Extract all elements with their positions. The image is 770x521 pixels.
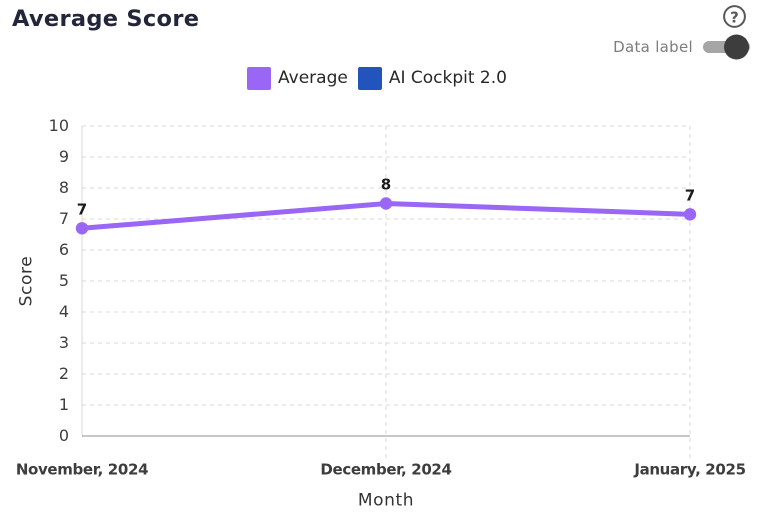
legend-item-average[interactable]: Average xyxy=(247,66,348,90)
data-label-toggle[interactable] xyxy=(703,34,750,59)
y-tick-label: 4 xyxy=(59,302,69,321)
data-point-label: 7 xyxy=(685,186,695,204)
y-tick-label: 3 xyxy=(59,333,69,352)
data-point-label: 7 xyxy=(77,200,87,218)
help-icon[interactable]: ? xyxy=(722,4,747,29)
y-tick-label: 1 xyxy=(59,395,69,414)
chart-legend: Average AI Cockpit 2.0 xyxy=(0,64,762,92)
legend-label: Average xyxy=(278,68,348,88)
legend-swatch xyxy=(357,66,382,90)
y-tick-label: 9 xyxy=(59,147,69,166)
help-icon-glyph: ? xyxy=(730,9,739,27)
x-tick-label: December, 2024 xyxy=(320,461,451,479)
y-tick-label: 0 xyxy=(59,426,69,445)
data-label-toggle-label: Data label xyxy=(613,37,693,56)
data-label-toggle-knob[interactable] xyxy=(723,34,749,59)
data-point-marker[interactable] xyxy=(683,208,697,221)
page-title: Average Score xyxy=(12,6,200,32)
y-axis-title: Score xyxy=(17,256,37,307)
y-tick-label: 7 xyxy=(59,209,69,228)
help-icon-circle xyxy=(723,5,746,28)
y-tick-label: 10 xyxy=(49,116,69,135)
y-tick-label: 5 xyxy=(59,271,69,290)
legend-item-ai-cockpit-2-0[interactable]: AI Cockpit 2.0 xyxy=(357,66,507,90)
data-label-toggle-row: Data label xyxy=(0,34,770,59)
data-point-marker[interactable] xyxy=(379,197,393,210)
legend-label: AI Cockpit 2.0 xyxy=(388,68,507,88)
y-tick-label: 8 xyxy=(59,178,69,197)
x-tick-label: January, 2025 xyxy=(633,461,745,479)
x-axis-title: Month xyxy=(358,491,414,511)
legend-swatch xyxy=(247,66,272,90)
y-tick-label: 2 xyxy=(59,364,69,383)
data-point-label: 8 xyxy=(381,176,391,194)
x-tick-label: November, 2024 xyxy=(16,461,148,479)
data-point-marker[interactable] xyxy=(75,222,89,235)
y-tick-label: 6 xyxy=(59,240,69,259)
